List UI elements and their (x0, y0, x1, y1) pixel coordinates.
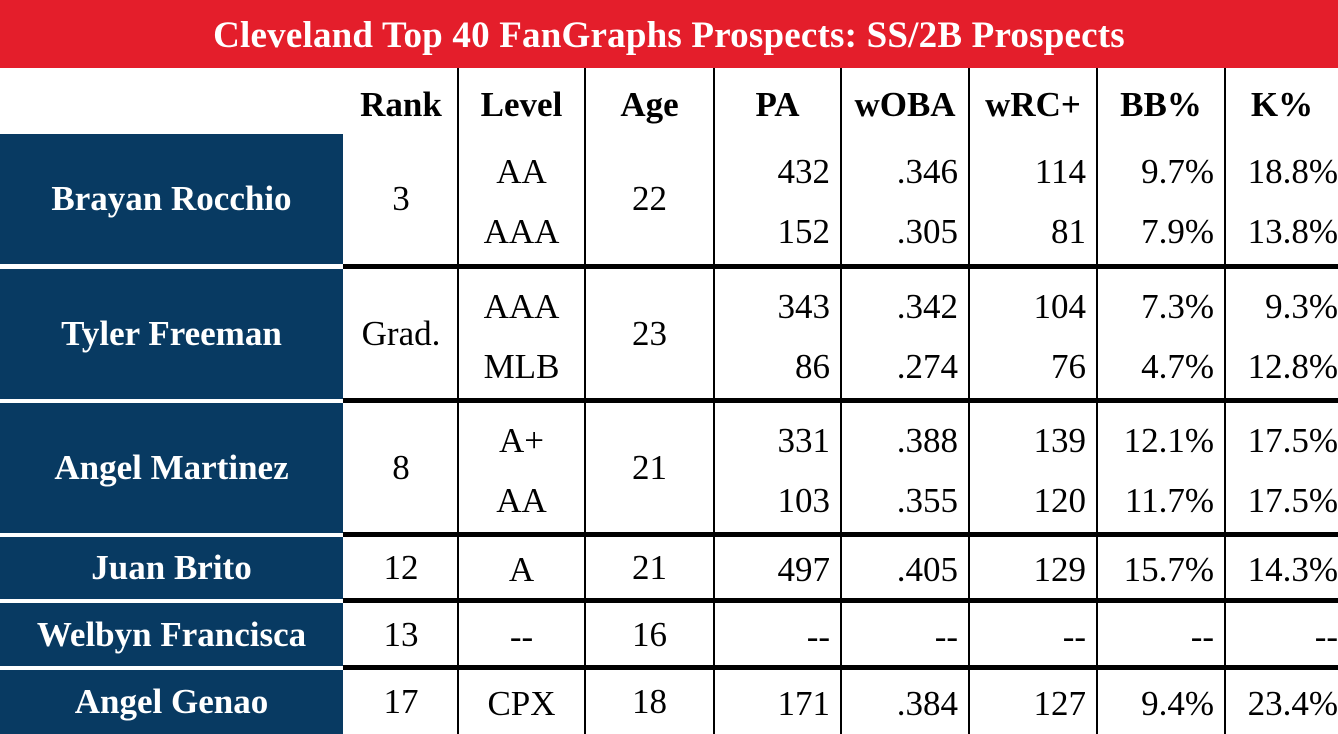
cell-pa: 343 (777, 287, 831, 326)
cell-pa: 432 (777, 152, 831, 191)
cell-rank: 8 (392, 448, 410, 487)
cell-pa: 331 (777, 421, 831, 460)
cell-bb: 7.9% (1141, 212, 1214, 251)
player-name: Juan Brito (0, 537, 343, 599)
cell-age: 23 (632, 314, 667, 353)
cell-woba: .388 (896, 421, 958, 460)
cell-bb: 9.7% (1141, 152, 1214, 191)
cell-rank: 17 (383, 682, 419, 721)
cell-level: A (508, 550, 535, 589)
table-row: Brayan Rocchio 3 22 AA 432 .346 114 9.7% 18.8% AA… (0, 134, 1338, 264)
cell-bb: 7.3% (1141, 287, 1214, 326)
cell-woba: .384 (896, 684, 958, 723)
cell-level: AA (496, 481, 547, 520)
cell-bb: -- (1190, 616, 1214, 656)
cell-age: 16 (632, 614, 667, 654)
cell-wrc: 104 (1033, 287, 1087, 326)
cell-wrc: 129 (1033, 550, 1087, 589)
cell-woba: -- (934, 616, 958, 656)
cell-age: 21 (632, 448, 667, 487)
cell-age: 21 (632, 548, 667, 587)
cell-woba: .355 (896, 481, 958, 520)
cell-bb: 11.7% (1124, 481, 1214, 520)
header-rank: Rank (360, 85, 442, 124)
row-divider (343, 665, 1338, 670)
header-age: Age (620, 85, 679, 124)
cell-rank: 12 (383, 548, 419, 587)
row-divider (343, 598, 1338, 603)
cell-level: A+ (498, 421, 544, 460)
cell-k: 14.3% (1247, 550, 1338, 589)
header-bb-pct: BB% (1120, 85, 1202, 124)
cell-pa: 86 (795, 347, 830, 386)
cell-age: 22 (632, 179, 667, 218)
cell-k: 18.8% (1247, 152, 1338, 191)
cell-level: AAA (483, 212, 560, 251)
cell-level: AA (496, 152, 547, 191)
cell-bb: 4.7% (1141, 347, 1214, 386)
player-name: Angel Martinez (0, 403, 343, 533)
header-k-pct: K% (1250, 85, 1314, 124)
cell-pa: 171 (777, 684, 831, 723)
row-divider (343, 532, 1338, 537)
table-row: Welbyn Francisca 13 16 -- -- -- -- -- -- (0, 603, 1338, 666)
cell-k: -- (1314, 616, 1338, 656)
cell-level: MLB (483, 347, 560, 386)
cell-wrc: 139 (1033, 421, 1087, 460)
player-name: Brayan Rocchio (0, 134, 343, 264)
cell-bb: 9.4% (1141, 684, 1214, 723)
player-name: Angel Genao (0, 670, 343, 734)
cell-bb: 15.7% (1123, 550, 1214, 589)
cell-rank: Grad. (361, 314, 441, 353)
cell-level: AAA (483, 287, 560, 326)
header-level: Level (480, 85, 563, 124)
cell-level: -- (509, 616, 534, 656)
cell-woba: .305 (896, 212, 958, 251)
table-row: Juan Brito 12 21 A 497 .405 129 15.7% 14.3% (0, 537, 1338, 599)
cell-woba: .342 (896, 287, 958, 326)
cell-age: 18 (632, 682, 667, 721)
cell-k: 12.8% (1247, 347, 1338, 386)
cell-rank: 3 (392, 179, 410, 218)
row-divider (343, 264, 1338, 269)
table-row: Tyler Freeman Grad. 23 AAA 343 .342 104 7.3% 9.3… (0, 269, 1338, 399)
cell-k: 9.3% (1265, 287, 1338, 326)
header-wrc-plus: wRC+ (985, 85, 1081, 124)
header-woba: wOBA (854, 85, 956, 124)
page-title: Cleveland Top 40 FanGraphs Prospects: SS… (0, 0, 1338, 68)
cell-pa: 152 (777, 212, 831, 251)
cell-bb: 12.1% (1123, 421, 1214, 460)
cell-pa: 497 (777, 550, 831, 589)
header-pa: PA (755, 85, 800, 124)
table-header: Rank Level Age PA wOBA wRC+ BB% K% (0, 68, 1338, 134)
cell-wrc: 127 (1033, 684, 1087, 723)
cell-rank: 13 (383, 614, 419, 654)
table-row: Angel Martinez 8 21 A+ 331 .388 139 12.1% 17.5% A… (0, 403, 1338, 533)
cell-wrc: 114 (1034, 152, 1086, 191)
cell-wrc: 81 (1051, 212, 1086, 251)
cell-pa: -- (806, 616, 830, 656)
cell-woba: .274 (896, 347, 958, 386)
player-name: Tyler Freeman (0, 269, 343, 399)
cell-wrc: 76 (1051, 347, 1086, 386)
table-row: Angel Genao 17 18 CPX 171 .384 127 9.4% 23.4% (0, 670, 1338, 734)
cell-wrc: -- (1062, 616, 1086, 656)
cell-k: 13.8% (1247, 212, 1338, 251)
cell-k: 23.4% (1247, 684, 1338, 723)
cell-pa: 103 (777, 481, 831, 520)
row-divider (343, 398, 1338, 403)
cell-k: 17.5% (1247, 421, 1338, 460)
cell-woba: .405 (896, 550, 958, 589)
cell-wrc: 120 (1033, 481, 1087, 520)
cell-level: CPX (487, 684, 556, 723)
player-name: Welbyn Francisca (0, 603, 343, 666)
cell-woba: .346 (896, 152, 958, 191)
cell-k: 17.5% (1247, 481, 1338, 520)
